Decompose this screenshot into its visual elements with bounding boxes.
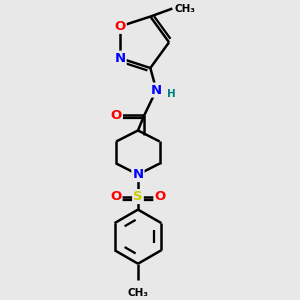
Text: N: N — [132, 168, 143, 181]
Text: H: H — [167, 89, 176, 99]
Text: N: N — [151, 84, 162, 97]
Text: O: O — [111, 109, 122, 122]
Text: CH₃: CH₃ — [174, 4, 195, 14]
Text: S: S — [133, 190, 143, 203]
Text: O: O — [110, 190, 122, 203]
Text: O: O — [154, 190, 166, 203]
Text: O: O — [115, 20, 126, 33]
Text: N: N — [115, 52, 126, 65]
Text: CH₃: CH₃ — [128, 288, 148, 298]
